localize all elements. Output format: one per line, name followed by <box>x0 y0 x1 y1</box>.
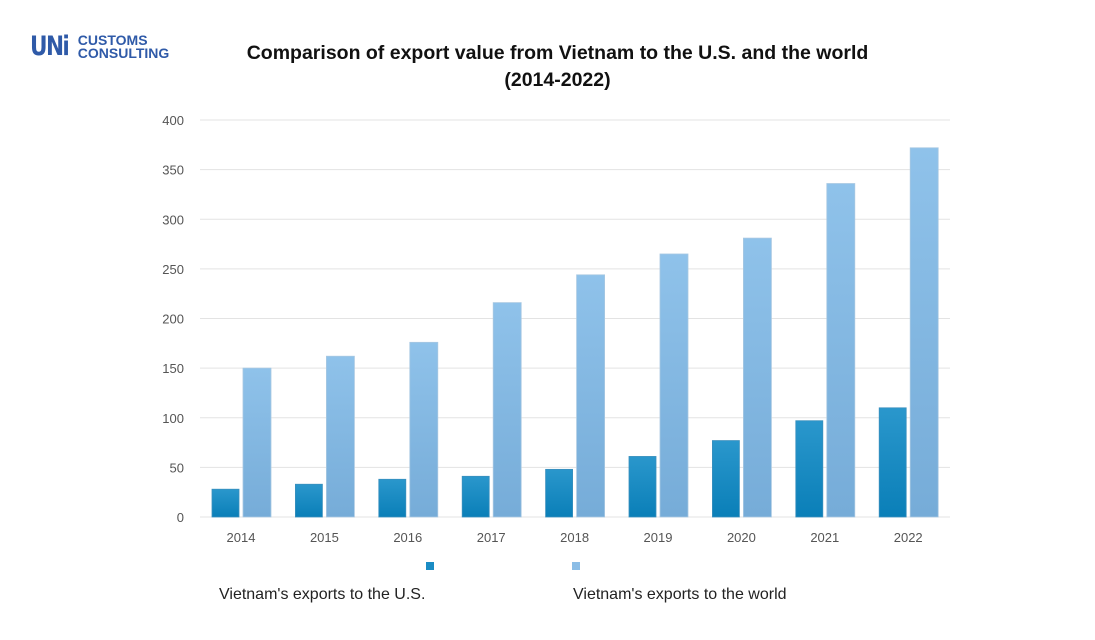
y-tick-label: 150 <box>162 361 184 376</box>
logo: UNi CUSTOMS CONSULTING <box>30 31 170 62</box>
bar-world <box>909 147 939 518</box>
x-tick-label: 2016 <box>393 530 422 545</box>
bar-us <box>294 483 323 518</box>
x-tick-label: 2019 <box>644 530 673 545</box>
logo-mark: UNi <box>30 31 70 62</box>
logo-line2: CONSULTING <box>77 44 170 61</box>
bar-world <box>492 302 522 518</box>
subtitle-text: (2014-2022) <box>504 69 611 91</box>
y-tick-label: 50 <box>170 460 184 475</box>
legend-swatch-world <box>572 562 580 570</box>
bar-world <box>826 183 856 518</box>
bar-us <box>878 407 907 518</box>
x-tick-label: 2020 <box>727 530 756 545</box>
bar-world <box>409 341 439 518</box>
bar-us <box>461 475 490 518</box>
legend-label-us: Vietnam's exports to the U.S. <box>219 586 426 603</box>
y-tick-label: 0 <box>177 510 184 525</box>
bar-world <box>242 367 272 518</box>
x-tick-label: 2017 <box>477 530 506 545</box>
x-tick-label: 2015 <box>310 530 339 545</box>
x-tick-label: 2022 <box>894 530 923 545</box>
y-tick-label: 350 <box>162 163 184 178</box>
bar-us <box>628 456 657 518</box>
logo-line1: CUSTOMS <box>77 31 148 48</box>
bar-us <box>795 420 824 518</box>
bar-us <box>378 478 407 518</box>
x-tick-label: 2018 <box>560 530 589 545</box>
bar-world <box>743 237 772 518</box>
y-tick-label: 400 <box>162 113 184 128</box>
chart-title: Comparison of export value from Vietnam … <box>200 40 915 94</box>
legend-label-world: Vietnam's exports to the world <box>573 586 787 603</box>
x-tick-label: 2021 <box>810 530 839 545</box>
y-tick-label: 250 <box>162 262 184 277</box>
bar-world <box>325 355 355 518</box>
title-text: Comparison of export value from Vietnam … <box>246 42 869 64</box>
bar-us <box>211 488 240 518</box>
bar-world <box>576 274 605 518</box>
y-tick-label: 100 <box>162 411 184 426</box>
y-tick-label: 200 <box>162 312 184 327</box>
x-tick-label: 2014 <box>227 530 256 545</box>
legend-swatch-us <box>426 562 434 570</box>
bar-us <box>545 468 573 518</box>
y-tick-label: 300 <box>162 212 184 227</box>
bar-us <box>712 440 740 518</box>
bar-world <box>659 253 689 518</box>
